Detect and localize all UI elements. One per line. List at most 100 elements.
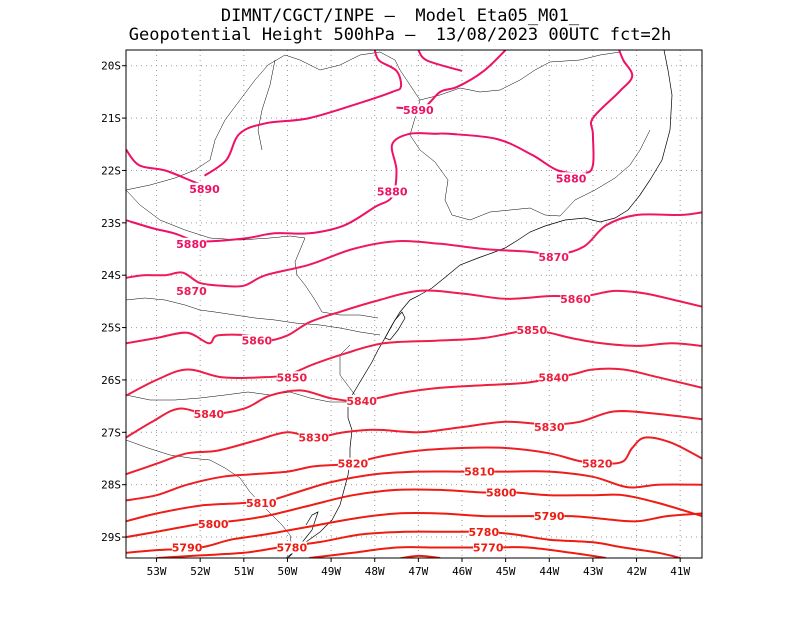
contour-label-5780: 5780: [469, 526, 500, 539]
contour-label-bg: [556, 172, 587, 185]
contour-label-5820: 5820: [338, 458, 369, 471]
x-tick-label: 52W: [190, 565, 210, 578]
contour-label-5850: 5850: [517, 324, 548, 337]
plot-frame: [125, 49, 703, 559]
contour-label-bg: [516, 324, 547, 337]
contour-line-5890: [396, 50, 507, 110]
contour-label-bg: [473, 541, 504, 554]
contour-line-5840: [126, 367, 702, 439]
contour-label-bg: [377, 185, 408, 198]
y-tick-label: 29S: [101, 531, 121, 544]
contour-label-5850: 5850: [277, 371, 308, 384]
y-axis-ticks: 20S 21S 22S 23S 24S 25S 26S 27S 28S 29S: [101, 60, 126, 544]
x-tick-label: 43W: [583, 565, 603, 578]
contour-label-5860: 5860: [242, 335, 273, 348]
y-tick-label: 25S: [101, 322, 121, 335]
contour-label-5800: 5800: [198, 518, 229, 531]
contour-label-5880: 5880: [556, 172, 587, 185]
chart-title-line1: DIMNT/CGCT/INPE – Model Eta05_M01_: [220, 6, 580, 26]
contour-label-5790: 5790: [172, 542, 203, 555]
contour-label-bg: [176, 284, 207, 297]
x-tick-label: 53W: [147, 565, 167, 578]
contour-label-bg: [276, 541, 307, 554]
chart-title-line2: Geopotential Height 500hPa – 13/08/2023 …: [128, 25, 672, 45]
contour-line-5890: [203, 50, 403, 177]
contour-line-5820: [126, 436, 702, 502]
contour-label-5890: 5890: [189, 183, 220, 196]
gridlines: [126, 50, 702, 558]
coastline: [279, 50, 673, 558]
contour-label-5780: 5780: [277, 542, 308, 555]
contour-label-bg: [241, 334, 272, 347]
contour-label-5880: 5880: [176, 238, 207, 251]
x-tick-label: 41W: [670, 565, 690, 578]
y-tick-label: 23S: [101, 217, 121, 230]
x-tick-label: 50W: [278, 565, 298, 578]
contour-line-5830: [126, 410, 702, 476]
contour-line-5870: [126, 211, 702, 288]
y-tick-label: 22S: [101, 164, 121, 177]
contour-label-5770: 5770: [473, 542, 504, 555]
contour-label-bg: [172, 541, 203, 554]
x-tick-label: 46W: [452, 565, 472, 578]
contour-label-bg: [582, 457, 613, 470]
contour-label-5830: 5830: [298, 432, 329, 445]
contour-label-5810: 5810: [464, 466, 495, 479]
contour-label-5840: 5840: [538, 371, 569, 384]
contour-label-5860: 5860: [560, 293, 591, 306]
y-tick-label: 24S: [101, 269, 121, 282]
contour-label-bg: [189, 182, 220, 195]
contour-label-bg: [468, 525, 499, 538]
contour-label-5870: 5870: [176, 285, 207, 298]
contour-line-5860: [126, 289, 702, 345]
contour-label-bg: [538, 250, 569, 263]
contour-line-5780: [156, 530, 681, 558]
contour-line-5880: [126, 50, 634, 243]
x-tick-label: 42W: [627, 565, 647, 578]
x-tick-label: 47W: [408, 565, 428, 578]
contour-lines: [126, 50, 702, 558]
y-tick-label: 26S: [101, 374, 121, 387]
contour-label-5880: 5880: [377, 185, 408, 198]
contour-label-bg: [464, 465, 495, 478]
contour-label-bg: [403, 104, 434, 117]
contour-label-5830: 5830: [534, 421, 565, 434]
contour-label-bg: [276, 371, 307, 384]
contour-label-5890: 5890: [403, 104, 434, 117]
contour-line-5890: [417, 50, 463, 72]
contour-label-5820: 5820: [582, 458, 613, 471]
contour-label-5840: 5840: [346, 395, 377, 408]
contour-line-5770: [309, 546, 607, 558]
contour-label-bg: [193, 407, 224, 420]
contour-label-bg: [176, 237, 207, 250]
contour-line-5850: [126, 329, 702, 397]
x-tick-label: 48W: [365, 565, 385, 578]
x-tick-label: 49W: [321, 565, 341, 578]
contour-label-bg: [298, 431, 329, 444]
y-tick-label: 28S: [101, 479, 121, 492]
y-tick-label: 21S: [101, 112, 121, 125]
contour-label-5800: 5800: [486, 487, 517, 500]
x-tick-label: 51W: [234, 565, 254, 578]
contour-label-bg: [246, 497, 277, 510]
x-tick-label: 45W: [496, 565, 516, 578]
y-tick-label: 27S: [101, 426, 121, 439]
contour-line-5790: [126, 511, 702, 554]
contour-label-5870: 5870: [538, 251, 569, 264]
contour-label-bg: [538, 371, 569, 384]
contour-label-bg: [337, 457, 368, 470]
x-tick-label: 44W: [539, 565, 559, 578]
state-borders: [126, 51, 651, 549]
contour-label-bg: [534, 421, 565, 434]
contour-label-bg: [560, 292, 591, 305]
contour-labels: 5890 5890 5880 5880 5880 5870 5870 5860 5860 5850…: [172, 104, 613, 555]
contour-label-bg: [486, 486, 517, 499]
x-axis-ticks: 53W 52W 51W 50W 49W 48W 47W 46W 45W 44W 43W 42W 41W: [147, 558, 690, 578]
contour-label-bg: [198, 517, 229, 530]
y-tick-label: 20S: [101, 60, 121, 73]
contour-label-5840: 5840: [194, 408, 225, 421]
contour-label-5810: 5810: [246, 497, 277, 510]
contour-label-bg: [346, 394, 377, 407]
contour-line-5770: [396, 554, 441, 558]
